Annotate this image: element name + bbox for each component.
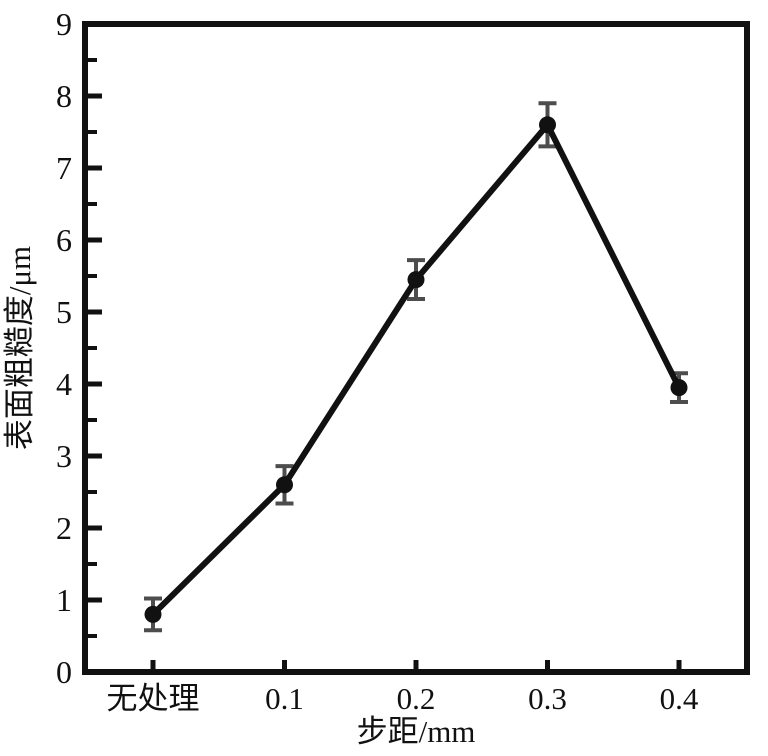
y-tick-label: 1 — [56, 582, 72, 618]
data-point — [144, 605, 162, 623]
plot-frame — [82, 21, 750, 675]
data-point — [539, 116, 556, 134]
x-tick-label: 0.1 — [265, 681, 304, 716]
y-tick-label: 4 — [56, 366, 72, 402]
y-tick-label: 5 — [56, 294, 72, 330]
x-tick-label: 0.4 — [660, 681, 699, 716]
x-tick-label: 无处理 — [107, 681, 200, 716]
data-point — [276, 476, 293, 494]
x-tick-label: 0.2 — [397, 681, 436, 716]
y-tick-label: 2 — [56, 510, 72, 546]
y-tick-label: 9 — [56, 6, 72, 42]
data-point — [407, 271, 425, 289]
x-tick-label: 0.3 — [528, 681, 567, 716]
y-tick-label: 0 — [56, 654, 72, 690]
y-tick-label: 6 — [56, 222, 72, 258]
y-tick-label: 3 — [56, 438, 72, 474]
y-tick-label: 8 — [56, 78, 72, 114]
y-tick-label: 7 — [56, 150, 72, 186]
x-axis-title: 步距/mm — [357, 714, 476, 749]
y-axis-title: 表面粗糙度/μm — [2, 246, 37, 450]
data-line — [150, 121, 682, 618]
data-point — [670, 379, 688, 397]
